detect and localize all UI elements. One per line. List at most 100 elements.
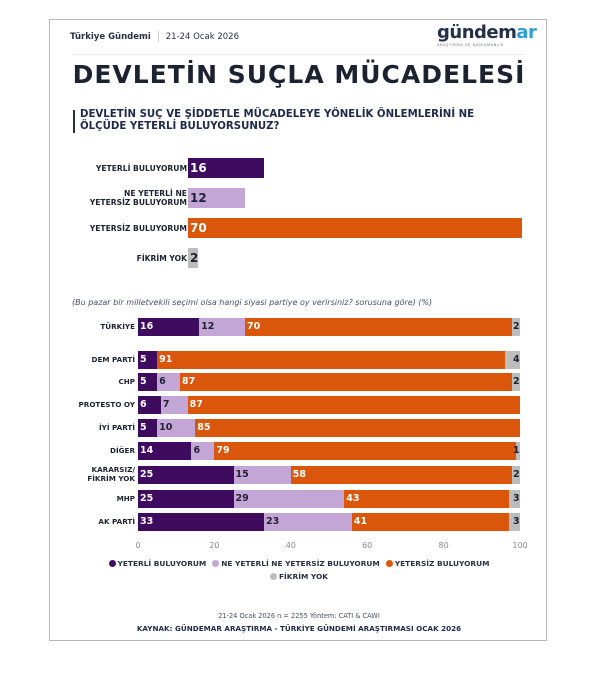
- segment-value-label: 1: [513, 445, 520, 456]
- bar-segment: [138, 442, 192, 460]
- row-category-label: TÜRKİYE: [100, 322, 135, 332]
- stacked-row: DEM PARTİ 5 91 4: [0, 351, 600, 369]
- segment-value-label: 6: [193, 445, 201, 456]
- bar-segment: [264, 513, 352, 531]
- segment-value-label: 85: [197, 422, 211, 433]
- legend-dot-icon: [108, 560, 116, 567]
- bar-segment: [244, 318, 513, 336]
- bar-segment: [516, 442, 520, 460]
- segment-value-label: 2: [513, 321, 520, 332]
- label-line: DİĞER: [110, 446, 135, 455]
- row-category-label: PROTESTO OY: [78, 400, 135, 410]
- segment-value-label: 2: [513, 376, 520, 387]
- bar-category-label: NE YETERLİ NE YETERSİZ BULUYORUM: [90, 189, 187, 207]
- label-line: YETERLİ BULUYORUM: [95, 164, 187, 173]
- label-line: PROTESTO OY: [78, 400, 135, 409]
- bar-segment: [351, 513, 509, 531]
- stacked-row: KARARSIZ/FİKRİM YOK 25 15 58 2: [0, 465, 600, 484]
- x-tick-label: 20: [209, 541, 220, 550]
- row-category-label: CHP: [118, 377, 135, 387]
- label-line: AK PARTİ: [98, 517, 135, 526]
- segment-value-label: 6: [140, 399, 147, 410]
- bar-value-label: 70: [190, 221, 207, 235]
- segment-value-label: 3: [513, 493, 520, 504]
- x-tick-label: 0: [135, 541, 141, 550]
- bar-segment: [138, 466, 234, 484]
- label-line: YETERSİZ BULUYORUM: [89, 224, 187, 233]
- segment-value-label: 25: [140, 469, 154, 480]
- stacked-row: TÜRKİYE 16 12 70 2: [0, 318, 600, 336]
- legend-item: YETERSİZ BULUYORUM: [385, 557, 489, 570]
- bar-value-label: 12: [190, 191, 207, 205]
- segment-value-label: 41: [353, 516, 368, 527]
- label-line: FİKRİM YOK: [136, 254, 187, 263]
- label-line: KARARSIZ/: [91, 465, 135, 474]
- segment-value-label: 87: [189, 399, 203, 410]
- label-line: İYİ PARTİ: [98, 423, 135, 432]
- brand-text: Türkiye Gündemi: [70, 32, 151, 42]
- stacked-row: AK PARTİ 33 23 41 3: [0, 513, 600, 531]
- segment-value-label: 5: [140, 354, 147, 365]
- bar-segment: [180, 373, 513, 391]
- legend-item: YETERLİ BULUYORUM: [108, 557, 207, 570]
- row-category-label: İYİ PARTİ: [98, 423, 135, 433]
- bar-segment: [512, 466, 520, 484]
- x-tick-label: 80: [438, 541, 449, 550]
- stacked-row: DİĞER 14 6 79 1: [0, 442, 600, 460]
- bar-segment: [512, 373, 520, 391]
- chart-subtitle: (Bu pazar bir milletvekili seçimi olsa h…: [72, 298, 433, 307]
- bar-category-label: YETERLİ BULUYORUM: [96, 164, 187, 173]
- bar-segment: [214, 442, 517, 460]
- footer-method: 21-24 Ocak 2026 n = 2255 Yöntem: CATI & …: [218, 612, 380, 620]
- segment-value-label: 29: [235, 493, 249, 504]
- footer-source: KAYNAK: GÜNDEMAR ARAŞTIRMA - TÜRKİYE GÜN…: [136, 624, 462, 633]
- x-tick-label: 100: [512, 541, 528, 550]
- segment-value-label: 14: [140, 445, 154, 456]
- legend-label: YETERLİ BULUYORUM: [117, 559, 207, 568]
- row-category-label: AK PARTİ: [98, 517, 135, 527]
- bar-segment: [504, 351, 520, 369]
- page-title: DEVLETİN SUÇLA MÜCADELESİ: [72, 60, 526, 89]
- segment-value-label: 2: [513, 469, 520, 480]
- bar: [188, 218, 522, 238]
- bar-row: YETERSİZ BULUYORUM 70: [0, 218, 600, 238]
- logo-subtitle: ARAŞTIRMA VE DANIŞMANLIK: [437, 43, 505, 47]
- logo-main-text: gündem: [437, 22, 517, 43]
- bar-segment: [344, 490, 509, 508]
- segment-value-label: 70: [246, 321, 261, 332]
- bar-segment: [290, 466, 513, 484]
- header-bar: Türkiye Gündemi 21-24 Ocak 2026: [70, 31, 239, 42]
- segment-value-label: 4: [513, 354, 520, 365]
- segment-value-label: 7: [162, 399, 170, 410]
- bar-row: YETERLİ BULUYORUM 16: [0, 158, 600, 178]
- header-date: 21-24 Ocak 2026: [165, 32, 239, 42]
- label-line: FİKRİM YOK: [87, 473, 135, 483]
- segment-value-label: 33: [140, 516, 154, 527]
- bar-value-label: 16: [190, 161, 207, 175]
- bar-segment: [233, 490, 345, 508]
- segment-value-label: 23: [266, 516, 280, 527]
- segment-value-label: 79: [216, 445, 230, 456]
- bar-value-label: 2: [190, 251, 199, 265]
- segment-value-label: 16: [140, 321, 154, 332]
- bar-segment: [138, 318, 200, 336]
- bar-segment: [138, 513, 265, 531]
- stacked-row: MHP 25 29 43 3: [0, 490, 600, 508]
- bar: [188, 158, 265, 178]
- label-line: DEM PARTİ: [91, 355, 136, 364]
- legend-dot-icon: [385, 560, 393, 567]
- stacked-row: PROTESTO OY 6 7 87: [0, 396, 600, 414]
- bar-segment: [195, 419, 520, 437]
- label-line: TÜRKİYE: [100, 322, 135, 331]
- bar-segment: [187, 396, 520, 414]
- bar-segment: [512, 318, 520, 336]
- stacked-row: İYİ PARTİ 5 10 85: [0, 419, 600, 437]
- bar-row: FİKRİM YOK 2: [0, 248, 600, 268]
- bar: [188, 188, 246, 208]
- chart-legend: YETERLİ BULUYORUM NE YETERLİ NE YETERSİZ …: [60, 557, 538, 583]
- x-tick-label: 60: [362, 541, 373, 550]
- legend-dot-icon: [212, 560, 220, 567]
- header-divider-line: [72, 54, 524, 55]
- label-line: YETERSİZ BULUYORUM: [89, 198, 187, 207]
- stacked-row: CHP 5 6 87 2: [0, 373, 600, 391]
